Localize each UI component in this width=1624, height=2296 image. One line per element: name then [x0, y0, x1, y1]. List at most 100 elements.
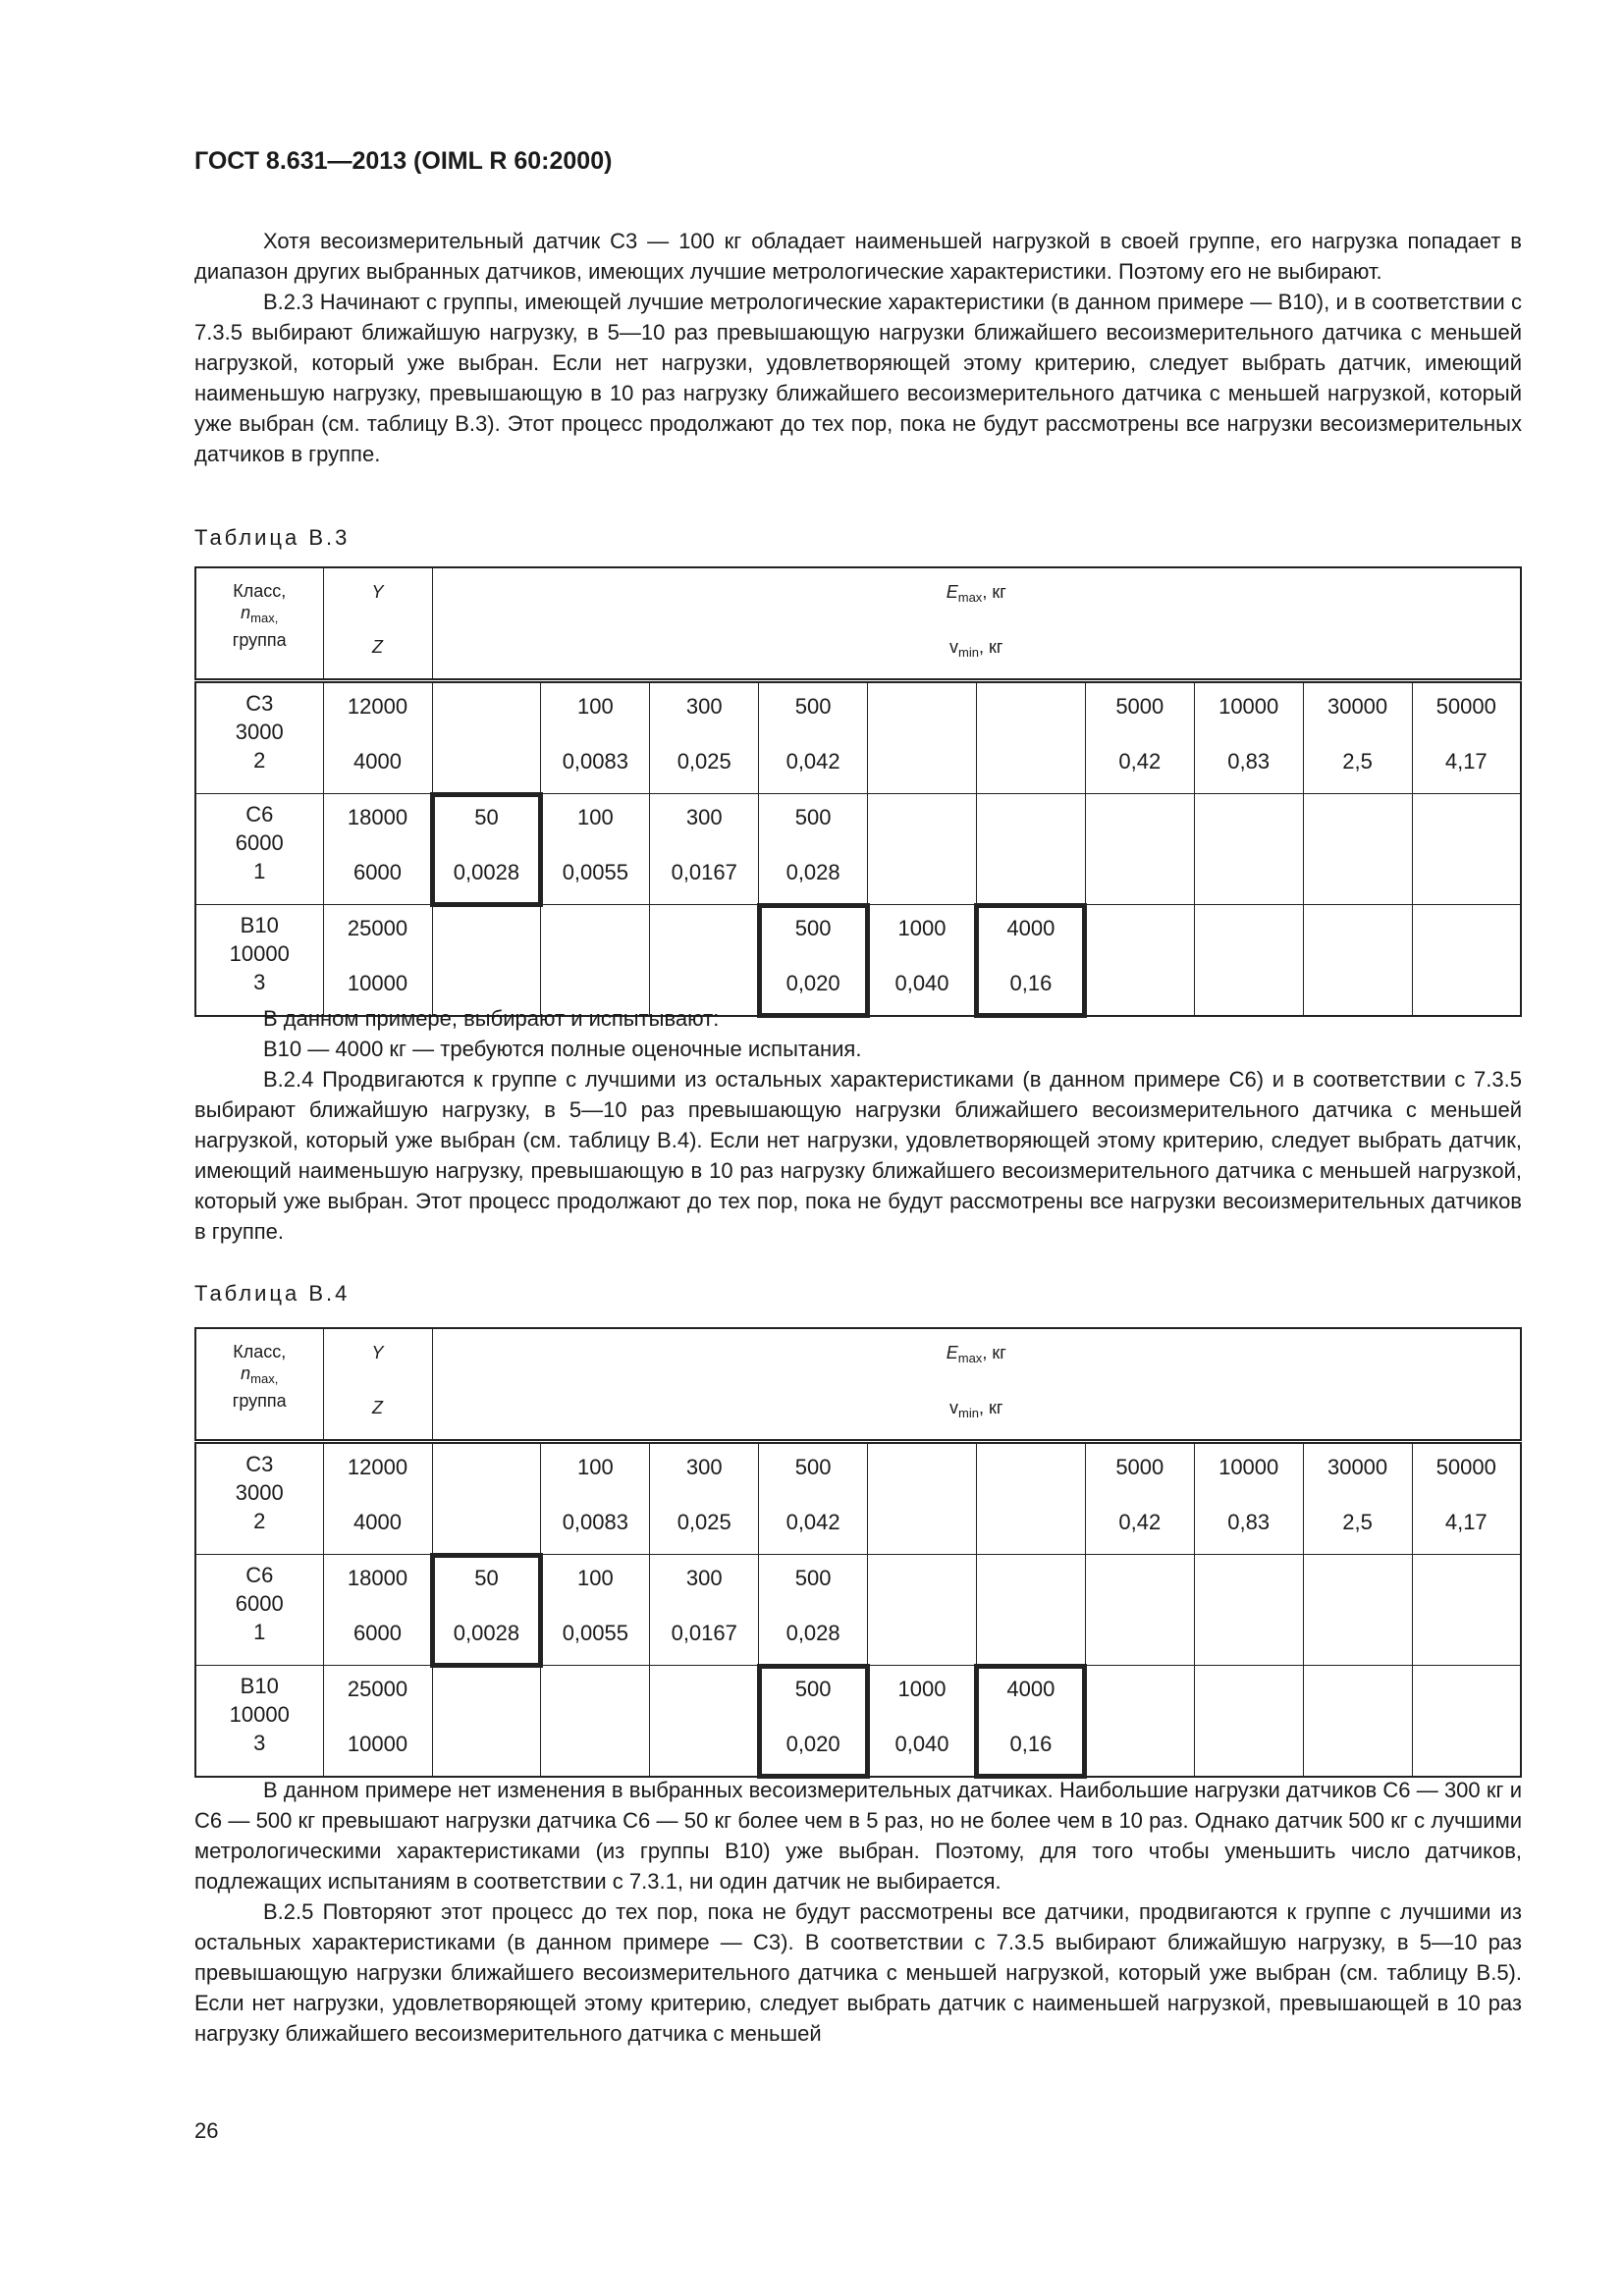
z-value: 10000 [347, 971, 408, 995]
header-group-label: группа [232, 1391, 287, 1411]
load-cell [867, 1554, 977, 1666]
emax-value [1195, 800, 1303, 835]
vmin-value [433, 1505, 541, 1540]
nmax-subscript: max, [250, 1371, 279, 1386]
vmin-value: 0,0055 [562, 1621, 628, 1645]
load-cell: 30000 2,5 [1302, 680, 1413, 794]
emax-value [650, 1672, 758, 1707]
yz-cell: 12000 4000 [322, 1441, 433, 1555]
table-header-row: Класс, nmax, группа Y Z Emax, кг vmin, к… [194, 566, 1522, 681]
class-group: 2 [253, 1509, 266, 1533]
header-class: Класс, nmax, группа [194, 1327, 324, 1442]
paragraph-b25: В.2.5 Повторяют этот процесс до тех пор,… [194, 1899, 1522, 2046]
vmin-value [1413, 966, 1520, 1001]
class-name: С6 [245, 802, 274, 827]
emax-value [1086, 1561, 1194, 1596]
table-row: В10 10000 3 25000 10000 500 0,020 1000 0,040 4… [194, 1663, 1522, 1779]
yz-cell: 25000 10000 [322, 904, 433, 1017]
y-value: 12000 [347, 1455, 408, 1479]
table-row: С6 6000 1 18000 6000 50 0,0028 100 0,0055 300 0… [194, 1552, 1522, 1668]
vmin-value [1413, 1727, 1520, 1762]
load-cell: 100 0,0055 [540, 1554, 651, 1666]
y-value: 18000 [347, 805, 408, 829]
class-group: 2 [253, 748, 266, 773]
class-nmax: 3000 [235, 720, 284, 744]
load-cell: 5000 0,42 [1084, 1441, 1195, 1555]
load-cell [1302, 1665, 1413, 1778]
emax-value [433, 911, 541, 946]
emax-value: 30000 [1326, 694, 1388, 719]
header-group-label: группа [232, 630, 287, 650]
emax-value: 4000 [1006, 916, 1056, 940]
z-value: 10000 [347, 1732, 408, 1756]
page-number: 26 [194, 2118, 219, 2143]
vmin-value: 0,16 [1009, 971, 1053, 995]
section-1: Хотя весоизмерительный датчик С3 — 100 к… [194, 226, 1522, 469]
load-cell [1302, 793, 1413, 905]
emax-value [977, 1561, 1085, 1596]
yz-cell: 18000 6000 [322, 793, 433, 905]
selected-load-cell: 50 0,0028 [430, 1552, 543, 1668]
emax-value: 100 [576, 1455, 614, 1479]
emax-value: 50000 [1435, 694, 1496, 719]
emax-value: 500 [794, 805, 832, 829]
section-2: В данном примере, выбирают и испытывают:… [194, 1003, 1522, 1247]
emax-value: 1000 [897, 1677, 947, 1701]
header-emax-vmin: Emax, кг vmin, кг [431, 566, 1522, 681]
emax-value: 10000 [1218, 1455, 1279, 1479]
load-cell [1084, 904, 1195, 1017]
class-group: 1 [253, 859, 266, 883]
vmin-value: 0,042 [785, 749, 840, 774]
nmax-symbol: n [241, 1363, 251, 1383]
load-cell [975, 1554, 1086, 1666]
emax-value: 1000 [897, 916, 947, 940]
class-name: С3 [245, 691, 274, 716]
vmin-value: 0,0028 [453, 860, 520, 884]
vmin-value [433, 744, 541, 779]
yz-cell: 12000 4000 [322, 680, 433, 794]
emax-value [868, 1450, 976, 1485]
emax-value [1304, 1561, 1412, 1596]
emax-value: 100 [576, 694, 614, 719]
vmin-value [1195, 966, 1303, 1001]
header-vmin: vmin, кг [949, 637, 1003, 660]
vmin-value [868, 855, 976, 890]
emax-value: 300 [685, 805, 723, 829]
selected-load-cell: 4000 0,16 [974, 1663, 1088, 1779]
vmin-value [1086, 1616, 1194, 1651]
load-cell [975, 1441, 1086, 1555]
vmin-value [1086, 966, 1194, 1001]
vmin-value [1304, 966, 1412, 1001]
vmin-value: 0,0083 [562, 1510, 628, 1534]
class-group: 3 [253, 1731, 266, 1755]
class-cell: С6 6000 1 [194, 793, 324, 905]
load-cell [1411, 1665, 1522, 1778]
vmin-value: 0,020 [785, 1732, 840, 1756]
load-cell [867, 1441, 977, 1555]
load-cell: 100 0,0055 [540, 793, 651, 905]
emax-value [433, 689, 541, 724]
class-cell: С3 3000 2 [194, 1441, 324, 1555]
header-class-label: Класс, [233, 581, 287, 601]
class-nmax: 10000 [229, 1702, 290, 1727]
header-vmin: vmin, кг [949, 1398, 1003, 1420]
vmin-value [868, 1616, 976, 1651]
class-cell: С3 3000 2 [194, 680, 324, 794]
vmin-value [1195, 1727, 1303, 1762]
vmin-value: 0,025 [677, 1510, 731, 1534]
header-emax: Emax, кг [946, 582, 1006, 605]
load-cell: 500 0,042 [758, 1441, 869, 1555]
load-cell: 50000 4,17 [1411, 680, 1522, 794]
emax-value [1413, 1561, 1520, 1596]
vmin-value [1304, 855, 1412, 890]
vmin-value [650, 966, 758, 1001]
class-cell: С6 6000 1 [194, 1554, 324, 1666]
load-cell [540, 1665, 651, 1778]
load-cell [1193, 904, 1304, 1017]
load-cell [1411, 793, 1522, 905]
table-b3-caption: Таблица В.3 [194, 525, 351, 550]
document-header: ГОСТ 8.631—2013 (OIML R 60:2000) [194, 147, 613, 175]
load-cell: 100 0,0083 [540, 1441, 651, 1555]
table-header-row: Класс, nmax, группа Y Z Emax, кг vmin, к… [194, 1327, 1522, 1442]
emax-value [1195, 1561, 1303, 1596]
